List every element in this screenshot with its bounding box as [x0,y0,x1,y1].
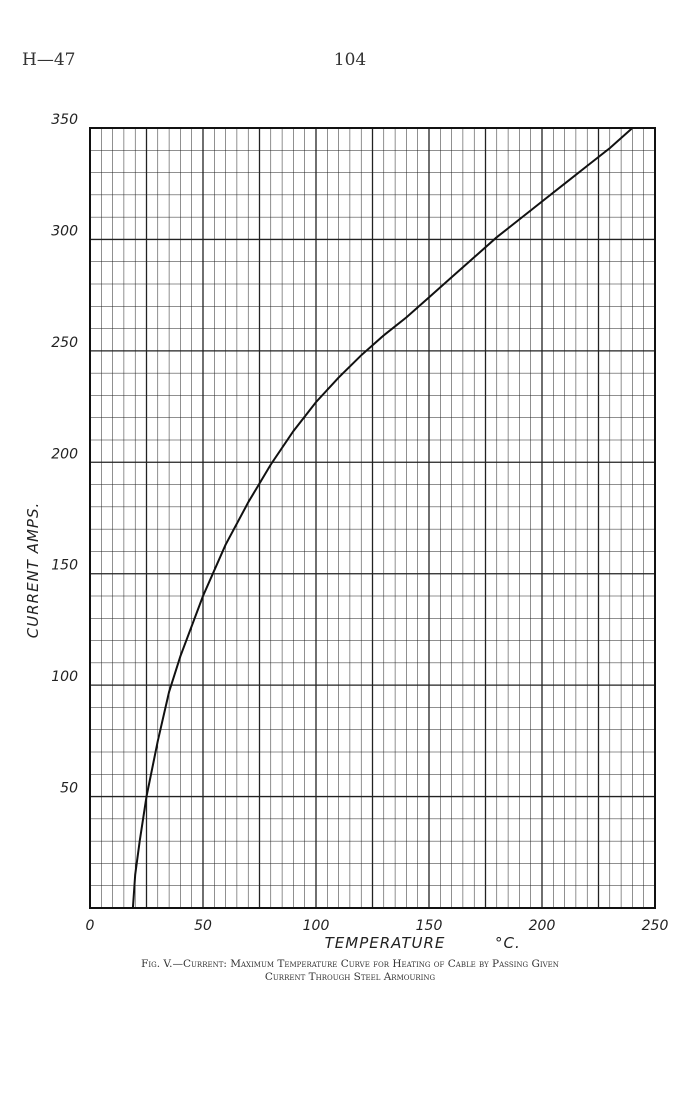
x-tick-label: 100 [303,918,330,934]
y-tick-label: 150 [51,558,78,574]
x-tick-label: 200 [529,918,556,934]
y-tick-label: 50 [60,781,78,797]
x-tick-label: 250 [642,918,669,934]
y-tick-label: 100 [51,669,78,685]
y-axis-ticks: 50 100 150 200 250 300 350 [51,112,78,797]
y-tick-label: 200 [51,446,78,462]
x-axis-unit: °C. [495,934,521,952]
page-number: 104 [333,50,367,70]
x-axis-ticks: 0 50 100 150 200 250 [86,918,669,934]
x-tick-label: 0 [86,918,95,934]
caption-line-2: Current Through Steel Armouring [264,971,436,983]
y-tick-label: 300 [51,223,78,239]
y-tick-label: 250 [51,335,78,351]
figure-caption: Fig. V.—Current: Maximum Temperature Cur… [30,958,670,984]
y-axis-title: CURRENT AMPS. [24,502,42,638]
x-axis-title: TEMPERATURE [325,934,446,952]
caption-line-1: Fig. V.—Current: Maximum Temperature Cur… [141,958,559,970]
temperature-current-chart: 0 50 100 150 200 250 50 100 150 200 250 300 350 TEM… [24,112,669,952]
plot-frame [89,127,656,909]
header-code: H—47 [22,50,76,70]
x-tick-label: 150 [416,918,443,934]
x-tick-label: 50 [194,918,212,934]
grid-major [90,128,655,908]
y-tick-label: 350 [51,112,78,128]
series-line [131,127,634,909]
